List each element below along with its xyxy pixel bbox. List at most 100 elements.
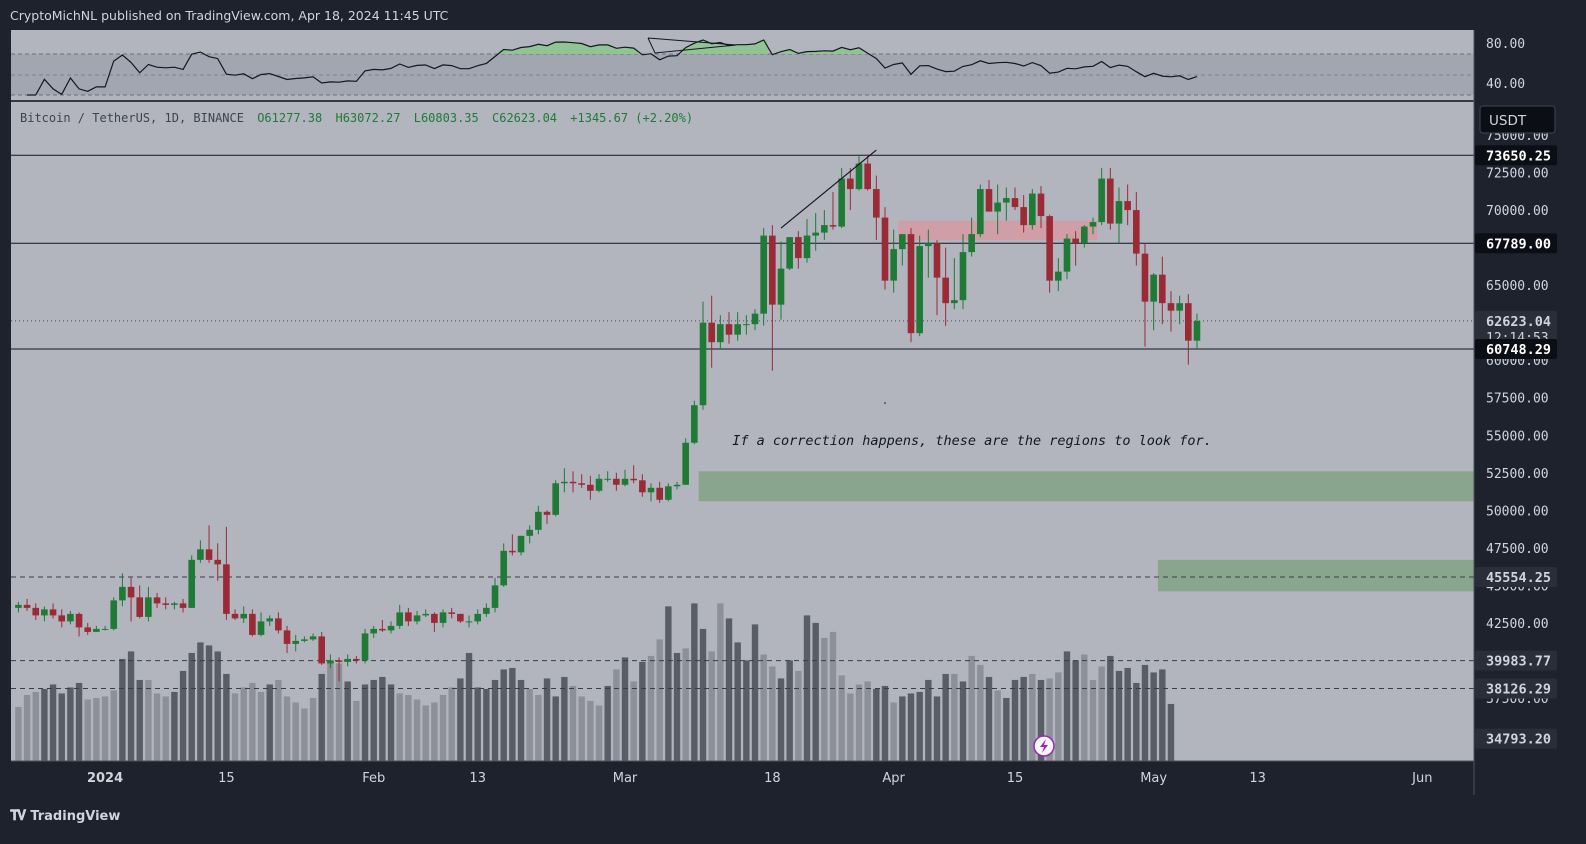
candle-body <box>951 300 958 304</box>
candle-body <box>101 628 109 630</box>
price-label-text: 38126.29 <box>1486 682 1551 698</box>
price-label: 73650.25 <box>1475 145 1557 166</box>
volume-bar <box>1063 651 1071 761</box>
candle-body <box>977 189 984 235</box>
candle-body <box>639 480 646 493</box>
candle-body <box>231 613 239 619</box>
candle-body <box>604 478 611 480</box>
time-tick-label: Apr <box>882 771 905 786</box>
candle-body <box>491 585 499 608</box>
legend-change: +1345.67 (+2.20%) <box>570 111 693 125</box>
volume-bar <box>405 694 412 761</box>
volume-bar <box>292 702 299 761</box>
candle-body <box>1029 193 1036 226</box>
candle-body <box>344 658 352 662</box>
candle-body <box>249 613 256 635</box>
candle-body <box>647 487 655 493</box>
candle-body <box>335 660 343 662</box>
volume-bar <box>318 673 325 761</box>
candle-body <box>292 640 300 644</box>
candle-body <box>500 550 507 586</box>
tradingview-logo-icon: 𝐓𝐕 <box>10 808 26 824</box>
candle-body <box>1037 193 1045 217</box>
volume-bar <box>552 696 559 761</box>
volume-bar <box>136 679 143 761</box>
price-tick-label: 42500.00 <box>1486 617 1549 632</box>
candle-body <box>1063 238 1071 272</box>
price-label-text: 34793.20 <box>1486 732 1551 748</box>
volume-bar <box>67 687 74 761</box>
volume-bar <box>1011 679 1019 761</box>
price-tick-label: 55000.00 <box>1486 429 1549 444</box>
price-label-text: 39983.77 <box>1486 654 1551 670</box>
rsi-overbought-fill <box>196 40 873 54</box>
volume-bar <box>821 637 828 761</box>
volume-bar <box>1029 673 1036 761</box>
candle-body <box>1176 303 1183 311</box>
volume-bar <box>448 687 455 761</box>
trend-line <box>780 149 877 229</box>
volume-bar <box>656 639 663 761</box>
volume-bar <box>535 694 542 761</box>
volume-bar <box>838 675 845 761</box>
zone-green-0 <box>698 471 1474 502</box>
candle-body <box>587 484 594 491</box>
volume-bar <box>933 696 941 761</box>
candle-body <box>526 529 533 536</box>
candle-body <box>665 486 672 500</box>
volume-bar <box>1167 703 1175 761</box>
legend-low: L60803.35 <box>414 111 479 125</box>
price-tick-label: 70000.00 <box>1486 204 1549 219</box>
candle-body <box>847 178 854 190</box>
candle-body <box>743 324 750 326</box>
candle-body <box>162 603 170 605</box>
candle-body <box>751 313 759 325</box>
currency-button-bg[interactable] <box>1479 105 1556 134</box>
volume-bar <box>587 700 594 761</box>
candle-body <box>1107 178 1114 224</box>
candle-body <box>517 535 525 553</box>
candle-body <box>925 243 932 247</box>
volume-bar <box>847 693 854 761</box>
candle-body <box>171 603 178 605</box>
volume-bar <box>881 685 889 761</box>
price-label: 45554.25 <box>1475 567 1557 588</box>
time-tick-label: 13 <box>469 771 486 786</box>
candle-body <box>734 324 741 335</box>
candle-body <box>873 189 880 218</box>
time-axis[interactable]: 2024 15 Feb 13 Mar 18 Apr 15 May 13 Jun <box>87 771 1432 786</box>
footer-brand[interactable]: 𝐓𝐕 TradingView <box>10 806 120 826</box>
candle-body <box>405 612 412 622</box>
candle-body <box>318 636 326 664</box>
candle-body <box>413 615 421 622</box>
lightning-icon[interactable] <box>1033 735 1055 757</box>
price-axis[interactable]: 75000.0072500.0070000.0067500.0065000.00… <box>1486 129 1549 707</box>
volume-bar <box>985 676 993 761</box>
candle-body <box>673 484 681 487</box>
volume-bar <box>890 702 897 761</box>
candle-body <box>1055 271 1062 281</box>
time-tick-label: 13 <box>1249 771 1266 786</box>
volume-bar <box>457 678 464 761</box>
currency-button[interactable]: USDT <box>1479 105 1556 134</box>
candle-body <box>933 243 941 278</box>
volume-bar <box>275 679 282 761</box>
volume-bar <box>266 684 273 761</box>
candle-body <box>561 481 568 484</box>
volume-bar <box>951 673 958 761</box>
currency-button-label[interactable]: USDT <box>1489 113 1527 129</box>
candle-body <box>881 217 889 281</box>
volume-bar <box>335 663 343 761</box>
volume-bar <box>214 651 221 761</box>
volume-bar <box>344 681 351 761</box>
volume-bar <box>396 693 403 761</box>
candle-body <box>387 625 395 631</box>
candle-body <box>309 636 317 640</box>
candle-body <box>439 612 447 623</box>
legend-line: Bitcoin / TetherUS, 1D, BINANCE O61277.3… <box>20 111 693 125</box>
volume-bar <box>439 694 447 761</box>
candle-body <box>942 277 949 304</box>
candle-body <box>864 163 871 190</box>
candle-body <box>84 627 92 632</box>
